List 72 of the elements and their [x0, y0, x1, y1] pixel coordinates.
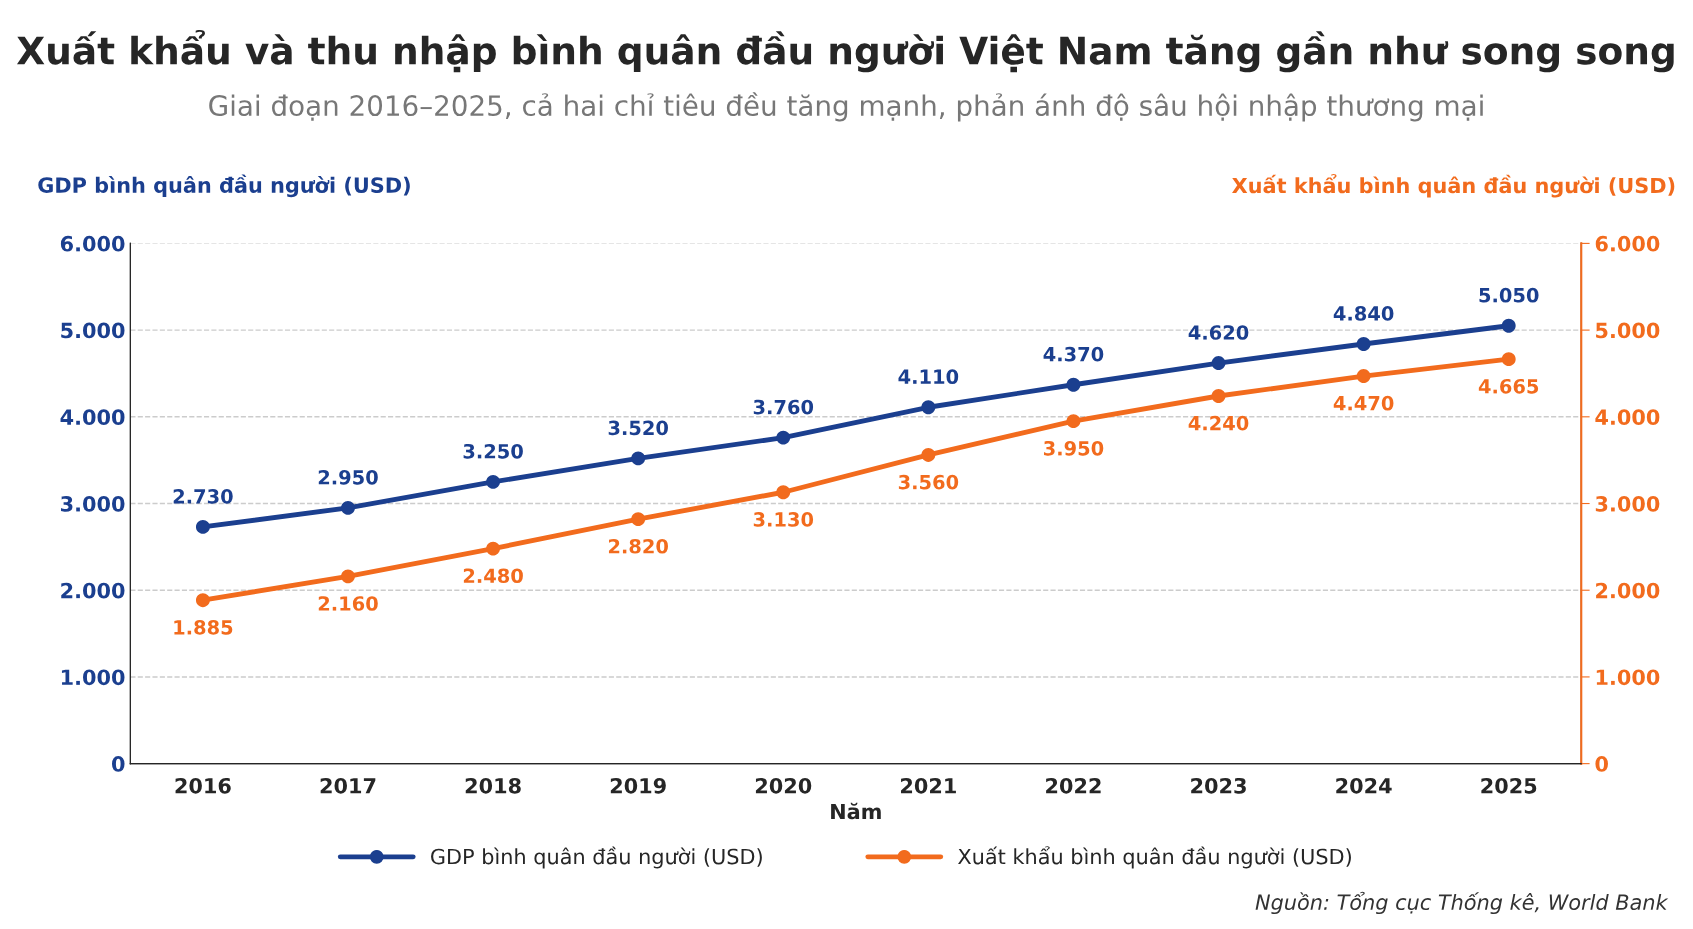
chart-subtitle: Giai đoạn 2016–2025, cả hai chỉ tiêu đều tăng mạnh, phản ánh độ sâu hội nhập thương mại [209, 92, 1483, 122]
point [195, 519, 210, 534]
y2-tick-label: 3.000 [1595, 495, 1660, 512]
x-tick-label: 2018 [465, 777, 521, 794]
legend-label: GDP bình quân đầu người (USD) [431, 846, 762, 869]
y-tick-label: 5.000 [61, 322, 125, 339]
y2-tick-label: 4.000 [1595, 409, 1660, 426]
point [631, 512, 646, 527]
legend-label: Xuất khẩu bình quân đầu người (USD) [958, 846, 1351, 869]
data-label: 4.620 [1188, 325, 1249, 340]
data-label: 3.130 [753, 512, 814, 527]
y-tick-label: 1.000 [61, 669, 125, 686]
point [776, 485, 791, 500]
x-tick-label: 2024 [1336, 777, 1392, 794]
y-axis-title: GDP bình quân đầu người (USD) [38, 174, 410, 198]
data-label: 3.560 [898, 474, 959, 490]
x-tick-label: 2021 [901, 777, 956, 794]
data-label: 4.470 [1333, 395, 1394, 411]
y2-tick-label: 6.000 [1595, 235, 1660, 252]
point [1501, 318, 1516, 333]
data-label: 3.760 [753, 399, 814, 415]
text: Nguồn: Tổng cục Thống kê, World Bank [1255, 891, 1669, 915]
y-tick-label: 3.000 [61, 495, 125, 512]
data-label: 4.840 [1333, 306, 1394, 321]
point [1211, 356, 1226, 370]
data-label: 2.480 [463, 568, 523, 584]
x-axis-title: Năm [831, 802, 881, 820]
data-label: 3.520 [608, 420, 668, 436]
point [921, 448, 936, 462]
chart-title: Xuất khẩu và thu nhập bình quân đầu người Việt Nam tăng gần như song song [16, 29, 1674, 73]
point [486, 474, 501, 489]
point [1066, 414, 1081, 429]
point [776, 430, 791, 445]
x-tick-label: 2022 [1046, 777, 1101, 794]
y2-axis-title: Xuất khẩu bình quân đầu người (USD) [1232, 174, 1675, 198]
data-label: 2.820 [608, 538, 668, 554]
data-label: 4.240 [1188, 415, 1249, 431]
point [1066, 377, 1081, 392]
x-tick-label: 2019 [610, 777, 666, 794]
point [1211, 389, 1226, 403]
y2-tick-label: 5.000 [1596, 322, 1660, 339]
y2-tick-label: 1.000 [1596, 669, 1660, 686]
x-tick-label: 2020 [755, 777, 812, 794]
point [341, 500, 355, 515]
x-tick-label: 2017 [320, 777, 376, 794]
data-label: 3.950 [1044, 440, 1104, 456]
y-tick-label: 2.000 [61, 582, 125, 599]
point [1356, 337, 1371, 351]
data-label: 5.050 [1479, 287, 1539, 303]
point [195, 593, 210, 608]
point [921, 400, 936, 415]
data-label: 1.885 [174, 619, 233, 635]
point [341, 569, 355, 584]
data-label: 4.370 [1043, 346, 1104, 362]
data-label: 3.250 [463, 443, 523, 459]
x-tick-label: 2023 [1191, 777, 1246, 794]
x-tick-label: 2016 [175, 777, 231, 794]
y2-tick-label: 2.000 [1596, 582, 1660, 599]
y-tick-label: 4.000 [60, 409, 125, 426]
point [631, 451, 646, 466]
x-tick-label: 2025 [1481, 777, 1537, 794]
data-label: 2.160 [318, 596, 378, 611]
point [486, 541, 501, 556]
data-label: 4.110 [898, 369, 959, 385]
y-tick-label: 0 [112, 756, 125, 772]
y-tick-label: 6.000 [60, 235, 125, 252]
point [1501, 352, 1516, 367]
y2-tick-label: 0 [1595, 756, 1608, 772]
data-label: 2.730 [173, 489, 233, 504]
point [1356, 369, 1371, 383]
data-label: 2.950 [318, 469, 378, 485]
data-label: 4.665 [1478, 378, 1539, 394]
